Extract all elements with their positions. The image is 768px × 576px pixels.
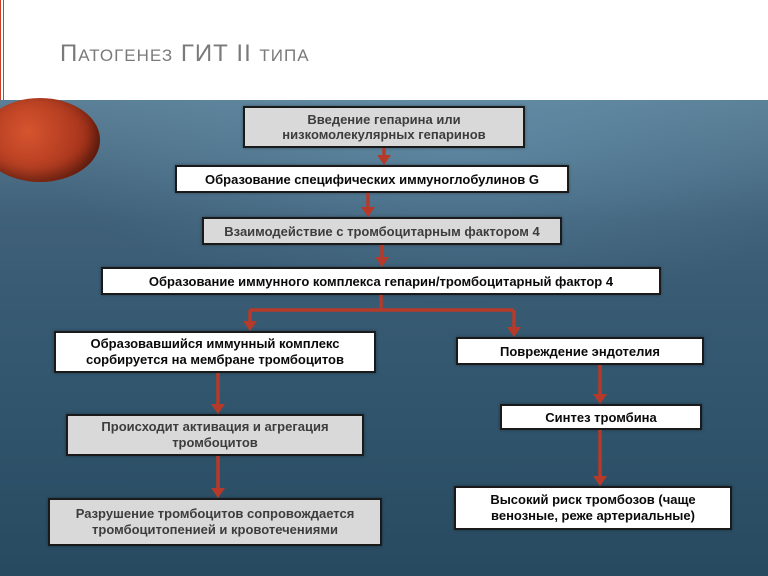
flow-node-n4: Образование иммунного комплекса гепарин/… (101, 267, 661, 295)
arrow-down (590, 365, 610, 406)
arrow-down (590, 430, 610, 488)
arrow-down (208, 373, 228, 416)
flow-node-n3: Взаимодействие с тромбоцитарным фактором… (202, 217, 562, 245)
flow-node-n7: Происходит активация и агрегация тромбоц… (66, 414, 364, 456)
flow-node-n8: Синтез тромбина (500, 404, 702, 430)
flow-node-n10: Высокий риск тромбозов (чаще венозные, р… (454, 486, 732, 530)
flow-node-n6: Повреждение эндотелия (456, 337, 704, 365)
arrow-down (358, 193, 378, 219)
slide-title: Патогенез ГИТ II типа (60, 40, 310, 68)
flow-node-n2: Образование специфических иммуноглобулин… (175, 165, 569, 193)
arrow-split (240, 295, 524, 339)
arrow-down (374, 148, 394, 167)
slide: Патогенез ГИТ II типа Введение гепарина … (0, 0, 768, 576)
arrow-down (208, 456, 228, 500)
arrow-down (372, 245, 392, 269)
flow-node-n9: Разрушение тромбоцитов сопровождается тр… (48, 498, 382, 546)
flow-node-n1: Введение гепарина или низкомолекулярных … (243, 106, 525, 148)
